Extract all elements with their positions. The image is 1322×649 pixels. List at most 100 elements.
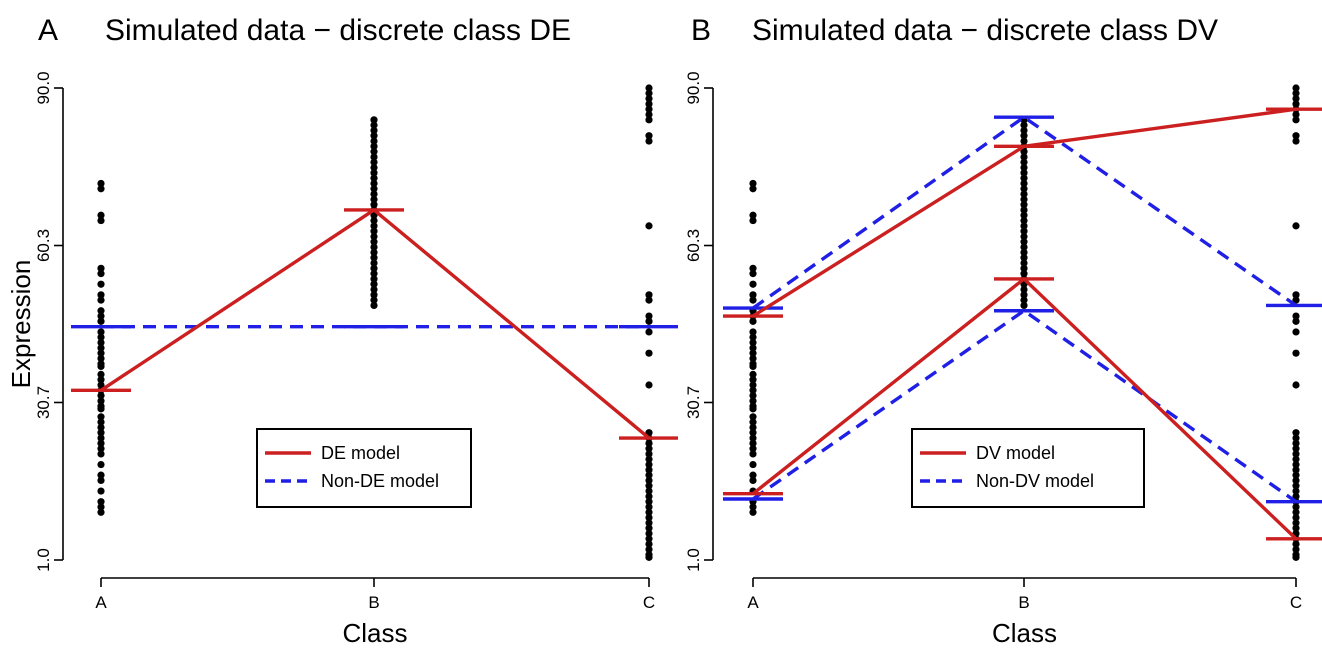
data-point xyxy=(1020,195,1028,203)
data-point xyxy=(1020,211,1028,219)
data-point xyxy=(97,476,105,485)
legend-entry: DE model xyxy=(321,443,400,463)
data-point xyxy=(1292,513,1300,522)
data-point xyxy=(749,476,757,485)
model-line xyxy=(752,309,1297,504)
data-point xyxy=(645,498,653,506)
data-point xyxy=(370,243,378,251)
data-point xyxy=(1020,232,1028,241)
data-point xyxy=(97,362,105,371)
data-point xyxy=(97,344,105,352)
data-point xyxy=(97,296,105,304)
data-point xyxy=(97,333,105,341)
data-point xyxy=(97,445,105,453)
data-point xyxy=(749,391,757,400)
data-point xyxy=(645,291,653,299)
data-point xyxy=(749,264,757,272)
x-axis-title: Class xyxy=(342,618,407,648)
data-point xyxy=(370,174,378,182)
data-point xyxy=(1292,476,1300,485)
data-point xyxy=(1292,132,1300,140)
data-point xyxy=(749,381,757,389)
data-point xyxy=(1020,121,1028,129)
data-point xyxy=(1292,492,1300,500)
data-point xyxy=(97,307,105,315)
data-point xyxy=(645,89,653,97)
data-point xyxy=(370,227,378,235)
data-point xyxy=(97,264,105,272)
data-point xyxy=(645,529,653,538)
data-point xyxy=(749,434,757,442)
data-point xyxy=(97,391,105,400)
data-point xyxy=(749,423,757,432)
y-tick-label: 60.3 xyxy=(34,229,53,262)
data-point xyxy=(1292,100,1300,108)
data-point xyxy=(1020,137,1028,145)
data-point xyxy=(645,132,653,140)
data-point xyxy=(645,540,653,548)
data-point xyxy=(749,296,757,304)
data-point xyxy=(370,285,378,294)
y-axis-title: Expression xyxy=(6,260,36,389)
data-point xyxy=(97,291,105,299)
y-tick-label: 1.0 xyxy=(34,548,53,572)
data-point xyxy=(645,84,653,92)
data-point xyxy=(749,211,757,219)
legend-entry: Non-DE model xyxy=(321,471,439,491)
data-point xyxy=(1020,169,1028,177)
data-point xyxy=(645,349,653,357)
data-point xyxy=(645,116,653,124)
data-point xyxy=(1020,153,1028,161)
data-point xyxy=(749,354,757,363)
data-point xyxy=(645,317,653,325)
legend-box xyxy=(911,428,1145,508)
data-point xyxy=(370,121,378,129)
data-point xyxy=(645,222,653,230)
data-point xyxy=(370,216,378,225)
data-point xyxy=(370,163,378,172)
data-point xyxy=(645,476,653,485)
data-point xyxy=(1292,503,1300,511)
data-point xyxy=(749,386,757,394)
data-point xyxy=(749,445,757,453)
data-point xyxy=(97,211,105,219)
data-point xyxy=(1020,132,1028,140)
data-point xyxy=(97,270,105,278)
y-tick-label: 30.7 xyxy=(34,386,53,419)
data-point xyxy=(370,238,378,246)
data-point xyxy=(370,270,378,278)
data-point xyxy=(1020,201,1028,209)
data-point xyxy=(645,105,653,113)
data-point xyxy=(1292,487,1300,495)
legend-box xyxy=(256,428,472,508)
data-point xyxy=(749,270,757,278)
data-point xyxy=(1020,285,1028,294)
data-point xyxy=(1292,137,1300,145)
data-point xyxy=(645,312,653,320)
data-point xyxy=(97,328,105,336)
data-point xyxy=(1292,291,1300,299)
data-point xyxy=(749,362,757,371)
y-tick-label: 90.0 xyxy=(34,71,53,104)
data-point xyxy=(645,455,653,463)
data-point xyxy=(1020,227,1028,235)
data-point xyxy=(1292,84,1300,92)
data-point xyxy=(749,471,757,479)
data-point xyxy=(1020,291,1028,299)
data-point xyxy=(645,296,653,304)
data-point xyxy=(749,328,757,336)
legend-entry: DV model xyxy=(976,443,1055,463)
data-point xyxy=(749,349,757,357)
data-point xyxy=(1292,317,1300,325)
data-point xyxy=(97,503,105,511)
data-point xyxy=(1020,163,1028,172)
data-point xyxy=(749,439,757,447)
data-point xyxy=(1292,110,1300,119)
data-point xyxy=(749,413,757,421)
data-point xyxy=(645,110,653,119)
data-point xyxy=(645,524,653,532)
data-point xyxy=(97,370,105,378)
data-point xyxy=(1020,301,1028,310)
data-point xyxy=(370,179,378,188)
data-point xyxy=(97,471,105,479)
